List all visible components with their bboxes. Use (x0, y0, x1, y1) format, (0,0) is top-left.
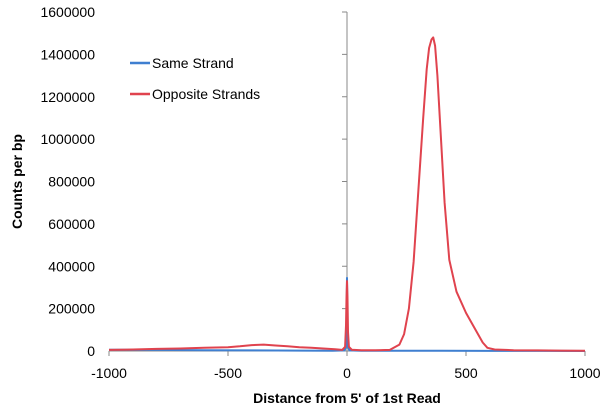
y-tick-label: 200000 (48, 301, 95, 317)
series-line-opposite-strands (108, 36, 586, 352)
x-tick-label: -500 (214, 365, 242, 381)
y-tick-label: 800000 (48, 174, 95, 190)
legend-label: Same Strand (152, 55, 234, 71)
y-tick-label: 600000 (48, 216, 95, 232)
legend-label: Opposite Strands (152, 86, 260, 102)
x-tick-label: 1000 (569, 365, 600, 381)
y-tick-label: 1000000 (40, 131, 95, 147)
x-tick-label: 500 (454, 365, 478, 381)
series-lines (108, 36, 586, 352)
y-axis-title: Counts per bp (9, 134, 25, 229)
y-tick-label: 1600000 (40, 4, 95, 20)
y-tick-label: 1200000 (40, 89, 95, 105)
legend: Same Strand Opposite Strands (130, 55, 260, 102)
tick-labels: -1000 -500 0 500 1000 0 200000 400000 600000 8000… (40, 4, 600, 381)
y-tick-label: 1400000 (40, 46, 95, 62)
y-tick-label: 400000 (48, 258, 95, 274)
x-axis-title: Distance from 5' of 1st Read (253, 390, 441, 406)
series-line-same-strand (108, 276, 586, 352)
x-tick-label: 0 (343, 365, 351, 381)
x-tick-label: -1000 (91, 365, 127, 381)
y-tick-label: 0 (87, 343, 95, 359)
